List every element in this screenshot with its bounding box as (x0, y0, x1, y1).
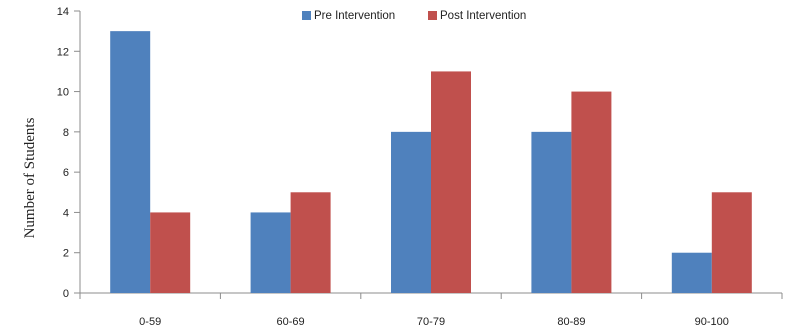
y-axis-title: Number of Students (22, 117, 38, 238)
y-tick-label: 12 (57, 46, 69, 58)
legend-label-post: Post Intervention (440, 10, 526, 22)
bar-post-80-89 (571, 91, 612, 293)
y-tick-label: 0 (63, 288, 69, 300)
bar-post-0-59 (150, 212, 191, 293)
bar-pre-60-69 (250, 212, 291, 293)
bar-post-90-100 (711, 192, 752, 293)
legend: Pre Intervention Post Intervention (302, 10, 526, 22)
x-axis: 0-59 60-69 70-79 80-89 90-100 (79, 292, 783, 328)
y-tick-label: 6 (63, 167, 69, 179)
x-tick-label: 80-89 (557, 316, 585, 328)
legend-label-pre: Pre Intervention (314, 10, 395, 22)
bar-pre-70-79 (391, 131, 431, 293)
bar-pre-80-89 (531, 131, 572, 293)
y-axis: 0 2 4 6 8 10 12 14 (57, 6, 81, 300)
y-tick-label: 14 (57, 6, 69, 18)
legend-swatch-post (428, 11, 437, 20)
x-tick-label: 90-100 (695, 316, 729, 328)
legend-swatch-pre (302, 11, 311, 20)
x-tick-label: 60-69 (277, 316, 305, 328)
y-tick-label: 10 (57, 87, 69, 99)
bar-post-70-79 (431, 71, 471, 293)
bars (110, 31, 752, 294)
x-tick-label: 0-59 (139, 316, 161, 328)
y-tick-label: 2 (63, 248, 69, 260)
bar-post-60-69 (290, 192, 331, 293)
x-tick-label: 70-79 (417, 316, 445, 328)
bar-pre-90-100 (671, 252, 712, 293)
bar-pre-0-59 (110, 31, 151, 294)
y-tick-label: 8 (63, 127, 69, 139)
y-tick-label: 4 (63, 207, 69, 219)
